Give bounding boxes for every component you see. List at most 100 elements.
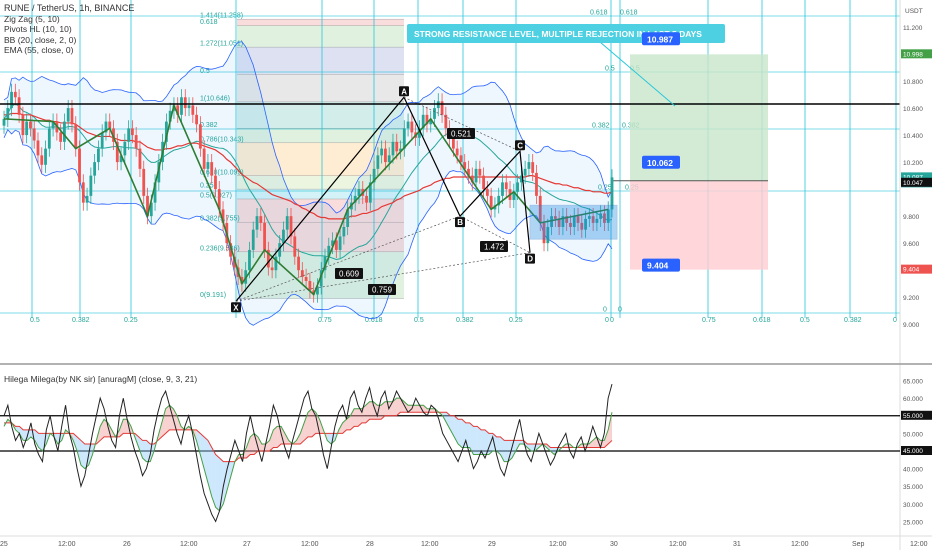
indicator-cloud bbox=[431, 408, 435, 413]
indicator-cloud bbox=[377, 405, 382, 420]
stop-zone bbox=[630, 180, 768, 270]
pattern-point-box bbox=[525, 253, 535, 264]
pattern-point-box bbox=[231, 302, 241, 313]
bollinger-basis bbox=[3, 103, 613, 260]
price-tick-label: 9.800 bbox=[903, 214, 920, 221]
fib-bottom-label: 0.25 bbox=[124, 317, 138, 324]
time-tick-label: 12:00 bbox=[910, 541, 928, 548]
candle-body bbox=[497, 195, 501, 206]
candle-body bbox=[467, 168, 470, 176]
time-tick-label: 12:00 bbox=[58, 541, 76, 548]
pattern-point-label: B bbox=[457, 218, 463, 227]
candle-body bbox=[606, 209, 610, 223]
indicator-cloud bbox=[257, 436, 262, 451]
indicator-cloud bbox=[219, 458, 224, 511]
lower-indicator-title[interactable]: Hilega Milega(by NK sir) [anuragM] (clos… bbox=[4, 374, 198, 384]
candle-body bbox=[97, 148, 100, 163]
candle-body bbox=[331, 240, 334, 246]
candle-body bbox=[410, 121, 414, 133]
indicator-cloud bbox=[342, 419, 347, 434]
candle-body bbox=[380, 148, 384, 156]
fib-level-label: 1.272(11.051) bbox=[200, 41, 243, 48]
indicator-cloud bbox=[358, 408, 362, 427]
indicator-cloud bbox=[415, 405, 420, 413]
candle-body bbox=[240, 276, 244, 284]
candle-body bbox=[595, 218, 599, 223]
candle-body bbox=[259, 216, 263, 223]
indicator-cloud bbox=[311, 408, 316, 437]
indicator-cloud bbox=[250, 433, 255, 455]
candle-body bbox=[119, 155, 123, 163]
fib-level-label: 0.5 bbox=[200, 68, 210, 75]
time-tick-label: 26 bbox=[123, 541, 131, 548]
fib-bottom-label: 0.75 bbox=[318, 317, 332, 324]
indicator-tick-label: 65.000 bbox=[903, 379, 923, 386]
candle-body bbox=[183, 97, 187, 109]
annotation-pointer bbox=[599, 41, 676, 107]
candle-body bbox=[342, 226, 346, 237]
indicator-cloud bbox=[169, 405, 174, 430]
candle-body bbox=[130, 128, 134, 136]
consolidation-box bbox=[529, 204, 618, 240]
fib-band bbox=[237, 198, 404, 223]
price-tick-label: 10.200 bbox=[903, 160, 923, 167]
candle-body bbox=[399, 148, 402, 152]
candle-body bbox=[263, 222, 266, 250]
candle-body bbox=[523, 168, 527, 176]
indicator-cloud bbox=[400, 398, 405, 413]
annotation-text: STRONG RESISTANCE LEVEL, MULTIPLE REJECT… bbox=[414, 29, 702, 39]
candle-body bbox=[357, 189, 361, 196]
candle-body bbox=[32, 128, 36, 141]
indicator-bb-label: BB (20, close, 2, 0) bbox=[4, 34, 77, 45]
price-unit-label: USDT bbox=[905, 8, 923, 15]
indicator-ema[interactable]: EMA (55, close, 0) bbox=[4, 45, 134, 56]
candle-body bbox=[297, 256, 300, 271]
candle-body bbox=[89, 175, 93, 196]
indicator-cloud bbox=[304, 412, 308, 441]
candle-body bbox=[353, 195, 357, 203]
fib-level-label: 0.382 bbox=[200, 122, 218, 129]
candle-body bbox=[561, 216, 565, 227]
fib-mid-label: 0 bbox=[603, 307, 607, 314]
indicator-cloud bbox=[119, 419, 124, 437]
pattern-point-label: X bbox=[233, 303, 239, 312]
indicator-zigzag-label: Zig Zag (5, 10) bbox=[4, 13, 60, 24]
candle-body bbox=[576, 216, 580, 223]
fib-band bbox=[237, 142, 404, 176]
candle-body bbox=[376, 155, 380, 169]
indicator-cloud bbox=[604, 429, 609, 448]
candle-body bbox=[134, 135, 138, 149]
fib-level-label: 0.786(10.343) bbox=[200, 136, 244, 143]
candle-body bbox=[557, 218, 561, 227]
time-tick-label: 12:00 bbox=[421, 541, 439, 548]
candle-body bbox=[572, 216, 576, 227]
pattern-point-box bbox=[399, 86, 409, 97]
indicator-bb[interactable]: BB (20, close, 2, 0) bbox=[4, 35, 134, 46]
fib-bottom-label: 0.5 bbox=[30, 317, 40, 324]
harmonic-ratio-line bbox=[403, 96, 521, 152]
chart-legend: RUNE / TetherUS, 1h, BINANCE Zig Zag (5,… bbox=[4, 3, 134, 56]
indicator-cloud bbox=[281, 426, 285, 444]
indicator-pivots[interactable]: Pivots HL (10, 10) bbox=[4, 24, 134, 35]
candle-body bbox=[451, 137, 455, 149]
candle-body bbox=[104, 121, 108, 133]
fib-bottom-label: 0.5 bbox=[800, 317, 810, 324]
indicator-cloud bbox=[588, 440, 593, 448]
pattern-point-label: C bbox=[517, 141, 523, 150]
candle-body bbox=[610, 177, 614, 210]
indicator-cloud bbox=[496, 436, 501, 455]
fib-level-label: 0.618(10.099) bbox=[200, 169, 244, 176]
candle-body bbox=[391, 141, 395, 156]
indicator-cloud bbox=[246, 436, 251, 459]
fib-mid-label: 0 bbox=[618, 307, 622, 314]
indicator-zigzag[interactable]: Zig Zag (5, 10) bbox=[4, 14, 134, 25]
time-tick-label: 25 bbox=[0, 541, 8, 548]
price-tick-label: 9.000 bbox=[903, 322, 920, 329]
time-tick-label: 12:00 bbox=[549, 541, 567, 548]
candle-body bbox=[421, 114, 425, 129]
candle-body bbox=[206, 162, 210, 169]
pattern-ratio-label: 0.759 bbox=[372, 286, 393, 295]
candle-body bbox=[17, 97, 21, 115]
indicator-ema-line bbox=[4, 411, 613, 463]
